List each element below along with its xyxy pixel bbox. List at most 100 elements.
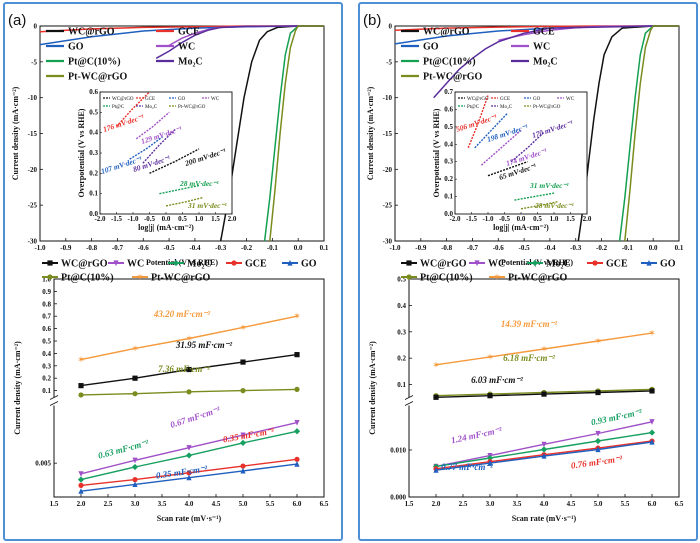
cv-x-tick-label: 6.0: [293, 500, 302, 508]
cv-legend-label: Pt@C(10%): [420, 273, 473, 284]
cv-y-tick-label: 0.7: [42, 313, 51, 321]
inset-x-tick-label: 0.5: [533, 215, 542, 223]
cv-x-tick-label: 2.0: [77, 500, 86, 508]
inset-tafel-label: 28 mV·dec⁻¹: [534, 201, 574, 210]
lsv-y-tick-label: -20: [383, 166, 393, 174]
cv-capacitance-label: 0.63 mF·cm⁻²: [97, 438, 150, 461]
cv-data-point: [294, 386, 300, 392]
panel-a-frame: [3, 2, 343, 541]
inset-legend-label: Pt@C: [112, 105, 125, 110]
cv-y-tick-label: 0.4: [397, 302, 406, 310]
inset-y-tick-label: 0.2: [444, 175, 453, 183]
inset-tafel-line: [474, 112, 509, 149]
cv-data-point: [131, 463, 139, 471]
inset-tafel-label: 31 mV·dec⁻¹: [529, 181, 569, 190]
cv-data-point: ✶: [540, 344, 548, 354]
cv-data-point: [433, 394, 439, 400]
cv-legend-marker: ✶: [136, 272, 144, 282]
lsv-x-tick-label: -0.3: [215, 244, 227, 252]
inset-x-tick-label: 1.5: [211, 215, 220, 223]
cv-legend-label: Mo₂C: [187, 259, 212, 270]
cv-y-tick-label: 0.010: [390, 446, 406, 454]
cv-data-point: ✶: [648, 328, 656, 338]
cv-x-tick-label: 5.0: [239, 500, 248, 508]
lsv-x-tick-label: -0.4: [189, 244, 201, 252]
inset-x-tick-label: -0.5: [499, 215, 511, 223]
cv-data-point: [78, 482, 84, 488]
inset-tafel-line: [487, 161, 528, 177]
inset-tafel-line: [159, 184, 200, 195]
inset-y-tick-label: 0.2: [89, 169, 98, 177]
cv-y-tick-label: 0.3: [42, 362, 51, 370]
lsv-legend-label: GO: [68, 42, 84, 53]
inset-x-tick-label: -1.0: [127, 215, 139, 223]
cv-data-point: [595, 430, 601, 437]
cv-data-point: [541, 441, 547, 448]
cv-data-point: [240, 359, 246, 365]
cv-y-tick-label: 0.5: [397, 276, 406, 284]
lsv-legend-label: WC@rGO: [68, 27, 115, 38]
cv-x-tick-label: 6.5: [320, 500, 329, 508]
inset-tafel-line: [142, 128, 177, 164]
lsv-x-tick-label: -0.3: [570, 244, 582, 252]
lsv-legend-label: GCE: [178, 27, 200, 38]
cv-legend-label: Pt-WC@rGO: [508, 273, 568, 284]
cv-data-point: [595, 389, 601, 396]
cv-x-tick-label: 4.5: [567, 500, 576, 508]
cv-capacitance-label: 6.03 mF·cm⁻²: [471, 375, 523, 385]
cv-legend-marker: [474, 260, 480, 267]
inset-tafel-line: [480, 129, 522, 166]
lsv-x-tick-label: -0.9: [415, 244, 427, 252]
inset-x-tick-label: 0.5: [178, 215, 187, 223]
inset-legend-label: WC@rGO: [467, 97, 489, 102]
lsv-x-tick-label: -0.6: [493, 244, 505, 252]
cv-data-point: [487, 460, 493, 466]
cv-y-tick-label: 0.9: [42, 288, 51, 296]
lsv-x-tick-label: -0.8: [86, 244, 98, 252]
inset-y-tick-label: 0.1: [89, 190, 98, 198]
cv-y-tick-label: 0.2: [397, 355, 406, 363]
cv-x-tick-label: 3.5: [158, 500, 167, 508]
inset-x-axis-title: log|j| (mA·cm⁻²): [138, 223, 194, 232]
inset-legend-label: WC: [566, 97, 575, 102]
cv-data-point: ✶: [486, 352, 494, 362]
cv-data-point: [77, 476, 85, 483]
inset-x-tick-label: -1.0: [482, 215, 494, 223]
cv-series-line: [435, 332, 653, 366]
inset-y-tick-label: 0.5: [89, 108, 98, 116]
cv-capacitance-label: 43.20 mF·cm⁻²: [153, 309, 210, 319]
cv-data-point: [78, 392, 84, 398]
cv-y-tick-label: 0.1: [397, 381, 406, 389]
cv-legend-label: GO: [660, 259, 676, 270]
lsv-series-line: [155, 25, 324, 59]
inset-legend-label: Pt@C: [467, 105, 480, 110]
inset-y-tick-label: 0.6: [89, 88, 98, 96]
cv-data-point: [649, 438, 655, 445]
lsv-x-tick-label: -0.7: [112, 244, 124, 252]
inset-tafel-line: [520, 201, 558, 210]
lsv-x-tick-label: -0.4: [544, 244, 556, 252]
cv-data-point: [132, 375, 138, 381]
cv-data-point: [433, 467, 439, 473]
inset-y-tick-label: 0.4: [444, 140, 453, 148]
inset-x-tick-label: -2.0: [449, 215, 461, 223]
inset-tafel-label: 31 mV·dec⁻¹: [187, 201, 227, 210]
cv-data-point: [540, 446, 548, 453]
cv-data-point: [541, 391, 547, 397]
lsv-x-tick-label: -0.8: [441, 244, 453, 252]
lsv-y-tick-label: 0: [34, 23, 38, 31]
inset-y-tick-label: 0.4: [89, 129, 98, 137]
cv-legend-marker: [231, 260, 237, 266]
panel-a-label: (a): [8, 12, 26, 29]
inset-tafel-line: [135, 111, 170, 140]
cv-legend-label: WC@rGO: [61, 259, 108, 270]
cv-data-point: ✶: [293, 311, 301, 321]
cv-data-point: [132, 481, 138, 488]
inset-legend-label: Pt-WC@rGO: [533, 105, 561, 110]
inset-tafel-line: [115, 91, 150, 128]
lsv-y-axis-title: Current density (mA·cm⁻²): [366, 86, 375, 180]
cv-data-point: [648, 429, 656, 436]
axis-break-gap: [51, 397, 57, 406]
cv-data-point: [486, 454, 494, 462]
